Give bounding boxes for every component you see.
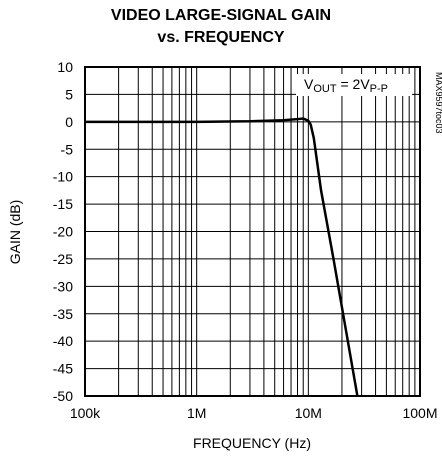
annotation: VOUT = 2VP-P [304,76,388,95]
y-tick-label: -15 [53,196,73,212]
annotation-part: OUT [313,83,337,95]
annotation-part: V [304,76,314,92]
annotation-bg [296,74,412,96]
y-axis-label: GAIN (dB) [7,200,23,265]
y-tick-label: -40 [53,333,73,349]
y-tick-label: -50 [53,388,73,404]
annotation-part: = 2V [337,76,371,92]
x-tick-label: 1M [187,405,206,421]
x-tick-label: 100k [70,405,101,421]
y-tick-label: -5 [61,141,74,157]
y-tick-label: -45 [53,361,73,377]
plot-frame [84,66,421,397]
y-tick-label: 0 [65,114,73,130]
y-tick-label: -25 [53,251,73,267]
line-series [85,117,359,397]
x-tick-label: 100M [402,405,437,421]
side-label: MAX9597toc03 [434,72,442,134]
x-tick-label: 10M [295,405,322,421]
y-tick-label: -10 [53,169,73,185]
annotation-part: P-P [370,83,388,95]
chart-title: VIDEO LARGE-SIGNAL GAIN [111,7,331,24]
y-tick-label: -20 [53,224,73,240]
y-tick-label: -30 [53,278,73,294]
y-tick-label: 10 [57,59,73,75]
y-tick-label: 5 [65,86,73,102]
x-axis-label: FREQUENCY (Hz) [193,435,311,451]
chart-subtitle: vs. FREQUENCY [157,29,284,46]
y-tick-label: -35 [53,306,73,322]
